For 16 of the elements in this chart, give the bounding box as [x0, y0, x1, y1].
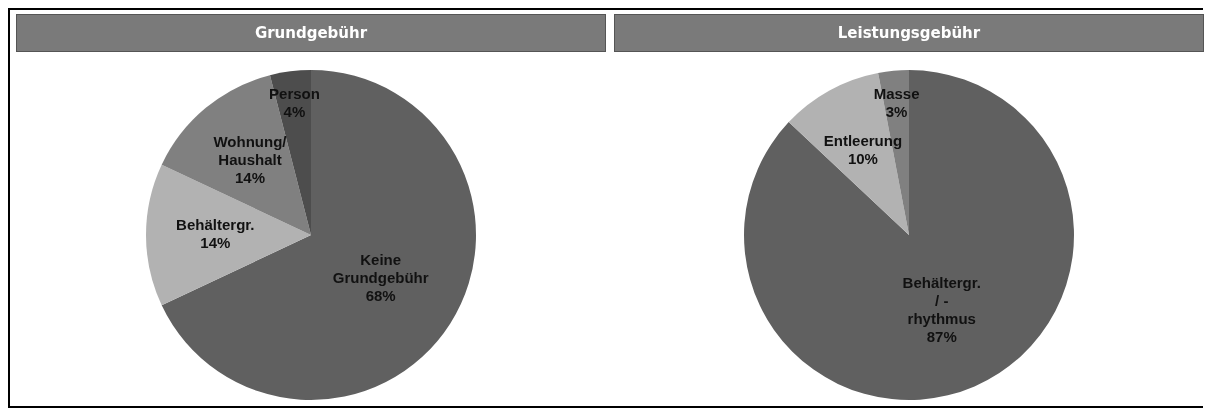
slice-label: Behältergr.	[176, 216, 255, 234]
data-label: 3%	[885, 102, 908, 120]
data-label: 4%	[283, 103, 306, 121]
data-label: 87%	[926, 327, 957, 345]
slice-label: Entleerung	[823, 132, 903, 150]
data-label: 14%	[200, 234, 231, 252]
slice-label: Keine Grundgebühr	[332, 251, 429, 287]
slice-label: Wohnung/ Haushalt	[213, 133, 288, 169]
chart-title: Leistungsgebühr	[614, 14, 1204, 52]
data-label: 68%	[365, 287, 396, 305]
data-label: 10%	[847, 150, 878, 168]
slice-label: Behältergr. / - rhythmus	[902, 273, 981, 327]
data-label: 14%	[234, 169, 266, 187]
chart-title: Grundgebühr	[16, 14, 606, 52]
slice-label: Person	[269, 85, 320, 103]
slice-label: Masse	[873, 84, 920, 102]
